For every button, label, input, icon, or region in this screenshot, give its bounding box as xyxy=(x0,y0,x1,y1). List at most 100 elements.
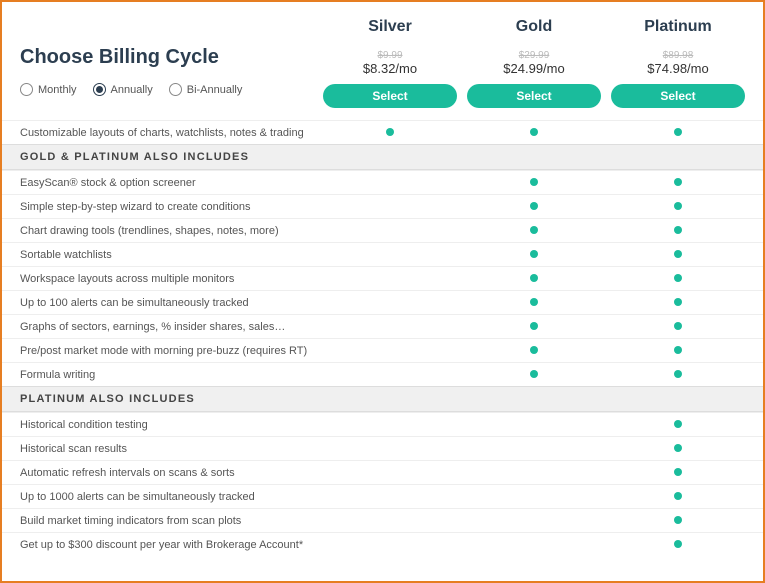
check-icon xyxy=(530,128,538,136)
feature-cell xyxy=(467,127,601,139)
feature-cell xyxy=(611,467,745,479)
feature-cell xyxy=(611,369,745,381)
check-icon xyxy=(530,178,538,186)
feature-cell xyxy=(323,345,457,357)
feature-row: Get up to $300 discount per year with Br… xyxy=(2,532,763,556)
feature-cell xyxy=(467,467,601,479)
feature-cell xyxy=(323,225,457,237)
plan-name: Gold xyxy=(467,18,601,36)
radio-label: Annually xyxy=(111,84,153,96)
select-button-platinum[interactable]: Select xyxy=(611,84,745,108)
check-icon xyxy=(674,346,682,354)
feature-cell xyxy=(467,515,601,527)
billing-cycle-group: Monthly Annually Bi-Annually xyxy=(20,83,323,96)
radio-icon xyxy=(169,83,182,96)
feature-cell xyxy=(323,515,457,527)
page-title: Choose Billing Cycle xyxy=(20,46,323,69)
feature-cell xyxy=(323,491,457,503)
check-icon xyxy=(674,444,682,452)
check-icon xyxy=(674,420,682,428)
feature-cell xyxy=(467,201,601,213)
check-icon xyxy=(530,298,538,306)
feature-label: Historical condition testing xyxy=(20,414,323,436)
feature-label: EasyScan® stock & option screener xyxy=(20,172,323,194)
check-icon xyxy=(530,202,538,210)
check-icon xyxy=(530,346,538,354)
check-icon xyxy=(386,128,394,136)
feature-label: Graphs of sectors, earnings, % insider s… xyxy=(20,316,323,338)
header-section: Choose Billing Cycle Monthly Annually Bi-A… xyxy=(2,2,763,120)
feature-row: Historical condition testing xyxy=(2,412,763,436)
feature-label: Formula writing xyxy=(20,364,323,386)
billing-option-annually[interactable]: Annually xyxy=(93,83,153,96)
feature-cell xyxy=(611,273,745,285)
feature-cell xyxy=(611,515,745,527)
feature-cell xyxy=(611,201,745,213)
feature-label: Build market timing indicators from scan… xyxy=(20,510,323,532)
plan-name: Silver xyxy=(323,18,457,36)
feature-cell xyxy=(323,419,457,431)
feature-row: EasyScan® stock & option screener xyxy=(2,170,763,194)
feature-cell xyxy=(323,177,457,189)
feature-row: Sortable watchlists xyxy=(2,242,763,266)
feature-cell xyxy=(467,297,601,309)
plan-gold: Gold $29.99$24.99/mo Select xyxy=(467,18,601,108)
feature-cell xyxy=(611,249,745,261)
feature-cell xyxy=(467,345,601,357)
feature-label: Historical scan results xyxy=(20,438,323,460)
plan-platinum: Platinum$89.98$74.98/moSelect xyxy=(611,18,745,108)
feature-cell xyxy=(323,321,457,333)
feature-label: Pre/post market mode with morning pre-bu… xyxy=(20,340,323,362)
feature-row: Simple step-by-step wizard to create con… xyxy=(2,194,763,218)
check-icon xyxy=(674,540,682,548)
feature-row: Automatic refresh intervals on scans & s… xyxy=(2,460,763,484)
plan-price: $74.98/mo xyxy=(611,61,745,76)
feature-cell xyxy=(467,225,601,237)
feature-cell xyxy=(323,467,457,479)
check-icon xyxy=(530,226,538,234)
check-icon xyxy=(674,468,682,476)
check-icon xyxy=(530,274,538,282)
billing-header: Choose Billing Cycle Monthly Annually Bi-A… xyxy=(20,18,323,108)
feature-cell xyxy=(323,127,457,139)
check-icon xyxy=(530,370,538,378)
feature-cell xyxy=(467,249,601,261)
feature-row: Formula writing xyxy=(2,362,763,386)
feature-label: Get up to $300 discount per year with Br… xyxy=(20,534,323,556)
feature-row: Up to 1000 alerts can be simultaneously … xyxy=(2,484,763,508)
feature-cell xyxy=(611,297,745,309)
feature-cell xyxy=(323,539,457,551)
feature-cell xyxy=(467,369,601,381)
check-icon xyxy=(674,370,682,378)
plan-old-price: $29.99 xyxy=(467,50,601,61)
radio-icon xyxy=(20,83,33,96)
billing-option-bi-annually[interactable]: Bi-Annually xyxy=(169,83,243,96)
feature-cell xyxy=(467,273,601,285)
billing-option-monthly[interactable]: Monthly xyxy=(20,83,77,96)
feature-label: Up to 100 alerts can be simultaneously t… xyxy=(20,292,323,314)
check-icon xyxy=(530,250,538,258)
feature-cell xyxy=(611,491,745,503)
feature-cell xyxy=(467,443,601,455)
feature-label: Chart drawing tools (trendlines, shapes,… xyxy=(20,220,323,242)
check-icon xyxy=(674,250,682,258)
check-icon xyxy=(674,226,682,234)
feature-cell xyxy=(323,201,457,213)
select-button-gold[interactable]: Select xyxy=(467,84,601,108)
feature-table: Customizable layouts of charts, watchlis… xyxy=(2,120,763,556)
select-button-silver[interactable]: Select xyxy=(323,84,457,108)
feature-cell xyxy=(611,177,745,189)
plan-price: $24.99/mo xyxy=(467,61,601,76)
feature-cell xyxy=(323,369,457,381)
check-icon xyxy=(674,274,682,282)
feature-cell xyxy=(467,419,601,431)
feature-row: Build market timing indicators from scan… xyxy=(2,508,763,532)
feature-cell xyxy=(467,539,601,551)
feature-cell xyxy=(467,491,601,503)
feature-label: Customizable layouts of charts, watchlis… xyxy=(20,122,323,144)
plan-price: $8.32/mo xyxy=(323,61,457,76)
check-icon xyxy=(674,128,682,136)
feature-row: Graphs of sectors, earnings, % insider s… xyxy=(2,314,763,338)
feature-cell xyxy=(611,345,745,357)
feature-cell xyxy=(611,127,745,139)
